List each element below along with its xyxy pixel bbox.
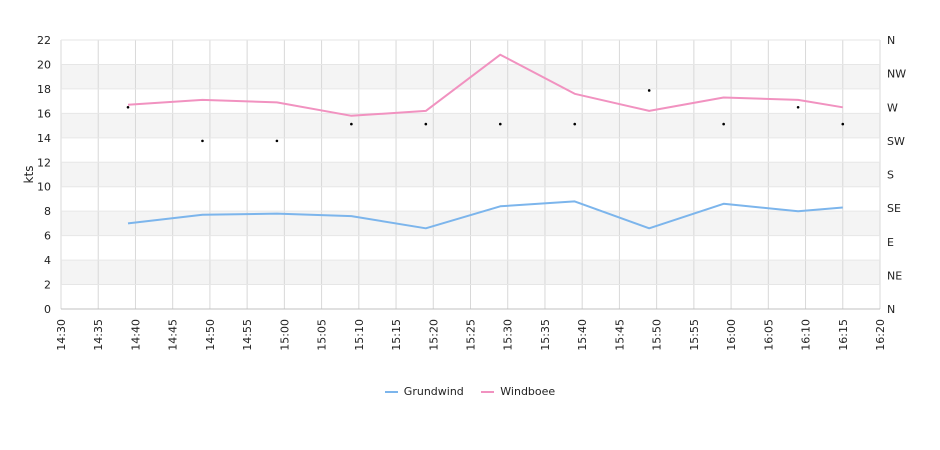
x-tick-label: 16:10 <box>800 319 813 351</box>
x-tick-label: 15:25 <box>465 319 478 351</box>
x-tick-label: 14:45 <box>167 319 180 351</box>
direction-tick-label: NE <box>887 269 902 282</box>
x-tick-label: 15:55 <box>688 319 701 351</box>
y-axis-title: kts <box>22 166 36 184</box>
x-tick-label: 15:10 <box>353 319 366 351</box>
direction-point <box>126 105 130 109</box>
direction-tick-label: NW <box>887 68 906 81</box>
legend-label-windboee: Windboee <box>500 385 556 398</box>
direction-point <box>201 139 204 143</box>
x-tick-label: 15:15 <box>390 319 403 351</box>
x-tick-label: 15:20 <box>427 319 440 351</box>
series-line-grundwind <box>127 200 843 230</box>
legend: Grundwind Windboee <box>0 385 940 398</box>
y-tick-label: 2 <box>44 279 51 292</box>
direction-tick-label: SW <box>887 135 905 148</box>
direction-tick-label: E <box>887 236 894 249</box>
direction-point <box>424 122 428 126</box>
x-tick-label: 15:35 <box>539 319 552 351</box>
y-tick-label: 22 <box>37 34 51 47</box>
y-tick-label: 14 <box>37 132 51 145</box>
y-tick-label: 4 <box>44 254 51 267</box>
direction-point <box>841 122 845 126</box>
x-tick-label: 15:45 <box>613 319 626 351</box>
legend-swatch-windboee <box>481 391 495 393</box>
y-tick-label: 8 <box>44 205 51 218</box>
y-tick-label: 6 <box>44 230 51 243</box>
direction-point <box>275 139 279 143</box>
x-tick-label: 15:05 <box>316 319 329 351</box>
y-tick-label: 10 <box>37 181 51 194</box>
direction-point <box>498 122 502 126</box>
direction-tick-label: W <box>887 101 898 114</box>
x-tick-label: 15:30 <box>502 319 515 351</box>
x-tick-label: 16:00 <box>725 319 738 351</box>
y-tick-label: 20 <box>37 58 51 71</box>
x-tick-label: 14:35 <box>92 319 105 351</box>
y-tick-label: 12 <box>37 156 51 169</box>
legend-label-grundwind: Grundwind <box>403 385 464 398</box>
legend-swatch-grundwind <box>384 391 398 393</box>
direction-point <box>796 105 800 109</box>
direction-tick-label: S <box>887 169 894 182</box>
x-tick-label: 14:30 <box>55 319 68 351</box>
direction-point <box>350 122 353 126</box>
series-line-windboee <box>127 53 843 117</box>
direction-point <box>647 89 651 92</box>
x-tick-label: 14:55 <box>241 319 254 351</box>
direction-point <box>722 122 725 126</box>
x-tick-label: 15:00 <box>278 319 291 351</box>
x-tick-label: 16:20 <box>874 319 887 351</box>
x-tick-label: 15:40 <box>576 319 589 351</box>
x-tick-label: 16:05 <box>762 319 775 351</box>
x-tick-label: 14:50 <box>204 319 217 351</box>
x-tick-label: 16:15 <box>837 319 850 351</box>
direction-tick-label: SE <box>887 202 901 215</box>
y-tick-label: 0 <box>44 303 51 316</box>
legend-item-windboee[interactable]: Windboee <box>481 385 555 398</box>
direction-point <box>573 122 577 126</box>
direction-tick-label: N <box>887 303 895 316</box>
y-tick-label: 16 <box>37 107 51 120</box>
y-tick-label: 18 <box>37 83 51 96</box>
x-tick-label: 14:40 <box>129 319 142 351</box>
legend-item-grundwind[interactable]: Grundwind <box>384 385 464 398</box>
direction-tick-label: N <box>887 34 895 47</box>
x-tick-label: 15:50 <box>651 319 664 351</box>
